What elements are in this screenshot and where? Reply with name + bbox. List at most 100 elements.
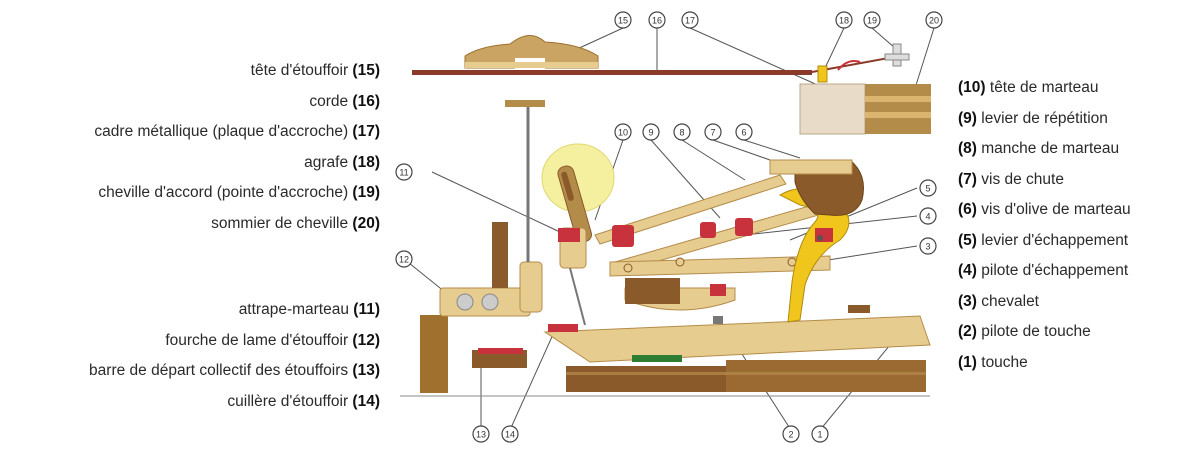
label-number: (4) (958, 262, 977, 279)
callout-number: 17 (685, 16, 695, 26)
callout-10: 10 (614, 123, 632, 141)
leader-line-15 (574, 27, 624, 51)
damper-block (492, 222, 508, 288)
flange-pin-1 (623, 263, 633, 273)
pin-block-layer-1 (865, 96, 931, 102)
label-levier-echappement: (5) levier d'échappement (958, 226, 1131, 257)
label-number: (14) (352, 392, 380, 410)
label-vis-olive: (6) vis d'olive de marteau (958, 195, 1131, 226)
callout-number: 1 (817, 430, 822, 440)
callout-number: 13 (476, 430, 486, 440)
callout-1: 1 (811, 425, 829, 443)
callout-number: 19 (867, 16, 877, 26)
label-number: (7) (958, 170, 977, 188)
callout-11: 11 (395, 163, 413, 181)
callouts: 15 16 17 18 19 20 10 9 8 7 6 11 5 4 3 12… (395, 11, 943, 443)
repetition-felt (612, 225, 634, 247)
callout-number: 4 (925, 212, 930, 222)
label-cheville-accord: cheville d'accord (pointe d'accroche) (1… (89, 178, 380, 209)
callout-14: 14 (501, 425, 519, 443)
hammer-catcher-felt (558, 228, 580, 242)
key (543, 315, 931, 363)
label-number: (13) (352, 362, 380, 379)
callout-number: 2 (788, 430, 793, 440)
callout-circle (395, 250, 413, 268)
callout-circle (919, 207, 937, 225)
key-frame-grain (566, 372, 926, 375)
callout-number: 9 (648, 128, 653, 138)
leader-line-19 (871, 27, 896, 49)
label-text: vis d'olive de marteau (976, 201, 1131, 218)
callout-number: 11 (399, 168, 408, 178)
label-number: (1) (958, 353, 977, 371)
callout-circle (673, 123, 691, 141)
callout-3: 3 (919, 237, 937, 255)
label-text: levier d'échappement (976, 231, 1129, 249)
damper-rail (472, 350, 527, 368)
callout-circle (614, 123, 632, 141)
callout-4: 4 (919, 207, 937, 225)
catcher-wire (569, 267, 586, 326)
label-number: (10) (958, 79, 986, 96)
callout-circle (835, 11, 853, 29)
callout-number: 6 (741, 128, 746, 138)
leader-line-18 (824, 27, 845, 69)
label-pilote-echappement: (4) pilote d'échappement (958, 256, 1131, 287)
callout-18: 18 (835, 11, 853, 29)
callout-circle (919, 237, 937, 255)
label-text: manche de marteau (976, 140, 1120, 157)
callout-number: 14 (505, 430, 515, 440)
label-text: sommier de cheville (211, 214, 353, 232)
butt-felt-block (769, 159, 853, 175)
label-levier-repetition: (9) levier de répétition (958, 104, 1131, 135)
callout-2: 2 (782, 425, 800, 443)
agraffe (817, 65, 828, 83)
callout-15: 15 (614, 11, 632, 29)
label-number: (17) (352, 123, 380, 140)
label-number: (19) (352, 184, 380, 201)
label-tete-marteau: (10) tête de marteau (958, 73, 1131, 104)
capstan-screw (713, 316, 723, 324)
label-number: (20) (352, 214, 380, 232)
label-text: barre de départ collectif des étouffoirs (89, 362, 353, 379)
callout-5: 5 (919, 179, 937, 197)
callout-8: 8 (673, 123, 691, 141)
label-text: corde (309, 92, 353, 110)
callout-6: 6 (735, 123, 753, 141)
tuning-wire (837, 60, 861, 71)
label-number: (3) (958, 292, 977, 310)
label-touche: (1) touche (958, 348, 1131, 379)
damper-head (464, 35, 599, 69)
label-text: fourche de lame d'étouffoir (165, 331, 353, 349)
wippen (609, 255, 831, 277)
callout-number: 15 (618, 16, 628, 26)
label-text: cuillère d'étouffoir (227, 392, 353, 410)
leader-line-11 (431, 171, 561, 233)
callout-number: 8 (679, 128, 684, 138)
key-frame-right (726, 360, 926, 392)
label-text: tête de marteau (985, 79, 1099, 96)
callout-circle (704, 123, 722, 141)
callout-circle (925, 11, 943, 29)
callout-circle (782, 425, 800, 443)
callout-circle (735, 123, 753, 141)
label-text: pilote d'échappement (976, 262, 1129, 279)
damper-wire-stop (505, 100, 545, 107)
callout-7: 7 (704, 123, 722, 141)
label-vis-chute: (7) vis de chute (958, 165, 1131, 196)
metal-frame (799, 83, 866, 135)
label-number: (12) (352, 331, 380, 349)
damper-lever-post (420, 315, 448, 393)
pin-block (865, 84, 931, 134)
callout-number: 5 (925, 184, 930, 194)
label-number: (9) (958, 109, 977, 127)
leader-line-7 (712, 139, 771, 161)
key-felt (632, 355, 682, 362)
callout-circle (919, 179, 937, 197)
label-corde: corde (16) (89, 87, 380, 118)
callout-17: 17 (681, 11, 699, 29)
label-attrape-marteau: attrape-marteau (11) (89, 295, 380, 326)
label-number: (2) (958, 323, 977, 340)
